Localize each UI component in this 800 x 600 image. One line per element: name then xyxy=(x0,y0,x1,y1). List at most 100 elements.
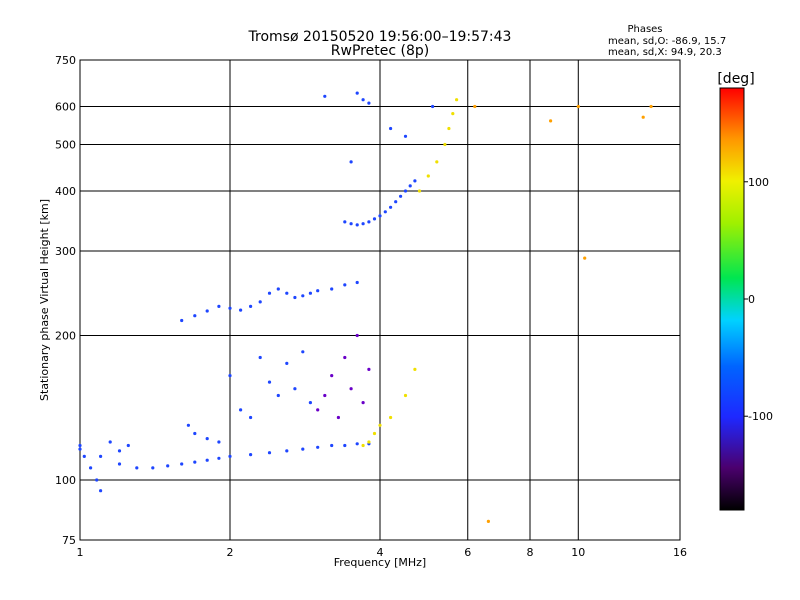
data-point xyxy=(166,464,170,468)
data-point xyxy=(389,205,393,209)
data-point xyxy=(343,220,347,224)
y-tick-label: 200 xyxy=(55,330,76,343)
data-point xyxy=(276,287,280,291)
data-point xyxy=(180,462,184,466)
data-point xyxy=(447,126,451,131)
data-point xyxy=(383,210,387,214)
data-point xyxy=(308,291,312,295)
data-point xyxy=(349,222,353,226)
data-point xyxy=(443,142,447,147)
data-point xyxy=(323,94,327,98)
data-point xyxy=(293,295,297,300)
grid-lines xyxy=(80,60,680,540)
data-point xyxy=(239,408,243,412)
data-point xyxy=(117,462,122,466)
data-point xyxy=(349,160,353,164)
data-point xyxy=(228,454,232,458)
data-point xyxy=(316,408,320,412)
y-tick-label: 400 xyxy=(55,185,76,198)
data-point xyxy=(641,115,645,119)
data-point xyxy=(408,184,412,188)
data-point xyxy=(367,220,371,224)
data-point xyxy=(258,300,262,304)
y-tick-label: 100 xyxy=(55,474,76,487)
data-point xyxy=(126,443,130,448)
data-point xyxy=(316,445,320,449)
data-point xyxy=(78,447,82,451)
x-axis: 1 2 4 6 8 10 16 xyxy=(77,546,688,559)
data-point xyxy=(205,437,209,441)
data-point xyxy=(217,440,221,444)
data-point xyxy=(413,179,417,183)
data-point xyxy=(95,478,99,482)
data-point xyxy=(285,291,289,295)
data-point xyxy=(361,401,365,405)
data-point xyxy=(343,355,347,360)
colorbar-ticks: 100 0 -100 xyxy=(744,176,773,423)
y-axis: 75 100 200 300 400 500 600 750 xyxy=(55,54,76,547)
x-tick-label: 8 xyxy=(527,546,534,559)
data-point xyxy=(135,466,139,470)
data-point xyxy=(82,454,86,458)
data-point xyxy=(323,393,327,398)
data-point xyxy=(361,443,365,448)
data-point xyxy=(205,309,209,313)
data-point xyxy=(249,415,253,420)
data-point xyxy=(276,393,280,398)
data-point xyxy=(217,456,221,460)
data-point xyxy=(403,134,408,138)
data-point xyxy=(372,217,377,221)
x-tick-label: 6 xyxy=(464,546,471,559)
data-point xyxy=(249,304,253,308)
data-point xyxy=(308,401,312,405)
phase-stats-x: mean, sd,X: 94.9, 20.3 xyxy=(608,47,722,58)
data-point xyxy=(330,443,334,448)
data-point xyxy=(151,466,155,470)
data-point xyxy=(355,223,359,227)
data-point xyxy=(378,423,382,427)
data-point xyxy=(186,423,190,427)
data-point xyxy=(435,160,439,164)
chart-subtitle: RwPretec (8p) xyxy=(331,43,429,59)
data-point xyxy=(180,318,184,323)
data-point xyxy=(336,415,340,420)
y-tick-label: 500 xyxy=(55,139,76,152)
data-point xyxy=(108,440,112,444)
data-point xyxy=(217,304,221,308)
data-point xyxy=(417,189,422,193)
x-tick-label: 2 xyxy=(227,546,234,559)
data-point xyxy=(267,291,272,295)
data-point xyxy=(193,314,197,318)
data-point xyxy=(301,350,305,354)
data-point xyxy=(399,194,403,198)
data-point xyxy=(389,415,393,420)
data-point xyxy=(99,489,103,493)
data-point xyxy=(431,104,435,109)
data-point xyxy=(355,280,359,285)
data-point xyxy=(89,466,93,470)
data-point xyxy=(99,454,103,458)
data-point xyxy=(361,222,365,226)
phase-stats-title: Phases xyxy=(627,24,662,35)
x-tick-label: 10 xyxy=(571,546,585,559)
data-point xyxy=(293,387,297,391)
data-point xyxy=(372,431,377,436)
data-point xyxy=(117,449,122,453)
data-point xyxy=(285,449,289,453)
data-point xyxy=(330,287,334,291)
data-point xyxy=(389,126,393,131)
data-point xyxy=(403,189,408,193)
colorbar-tick-label: -100 xyxy=(748,410,773,423)
data-point xyxy=(301,447,305,451)
data-point xyxy=(549,119,553,123)
data-point xyxy=(239,308,243,312)
x-tick-label: 4 xyxy=(377,546,384,559)
colorbar-tick-label: 0 xyxy=(748,293,755,306)
data-point xyxy=(486,519,490,524)
data-point xyxy=(316,289,320,293)
y-tick-label: 300 xyxy=(55,245,76,258)
data-point xyxy=(426,174,430,178)
data-point xyxy=(649,104,653,109)
data-point xyxy=(451,112,455,116)
